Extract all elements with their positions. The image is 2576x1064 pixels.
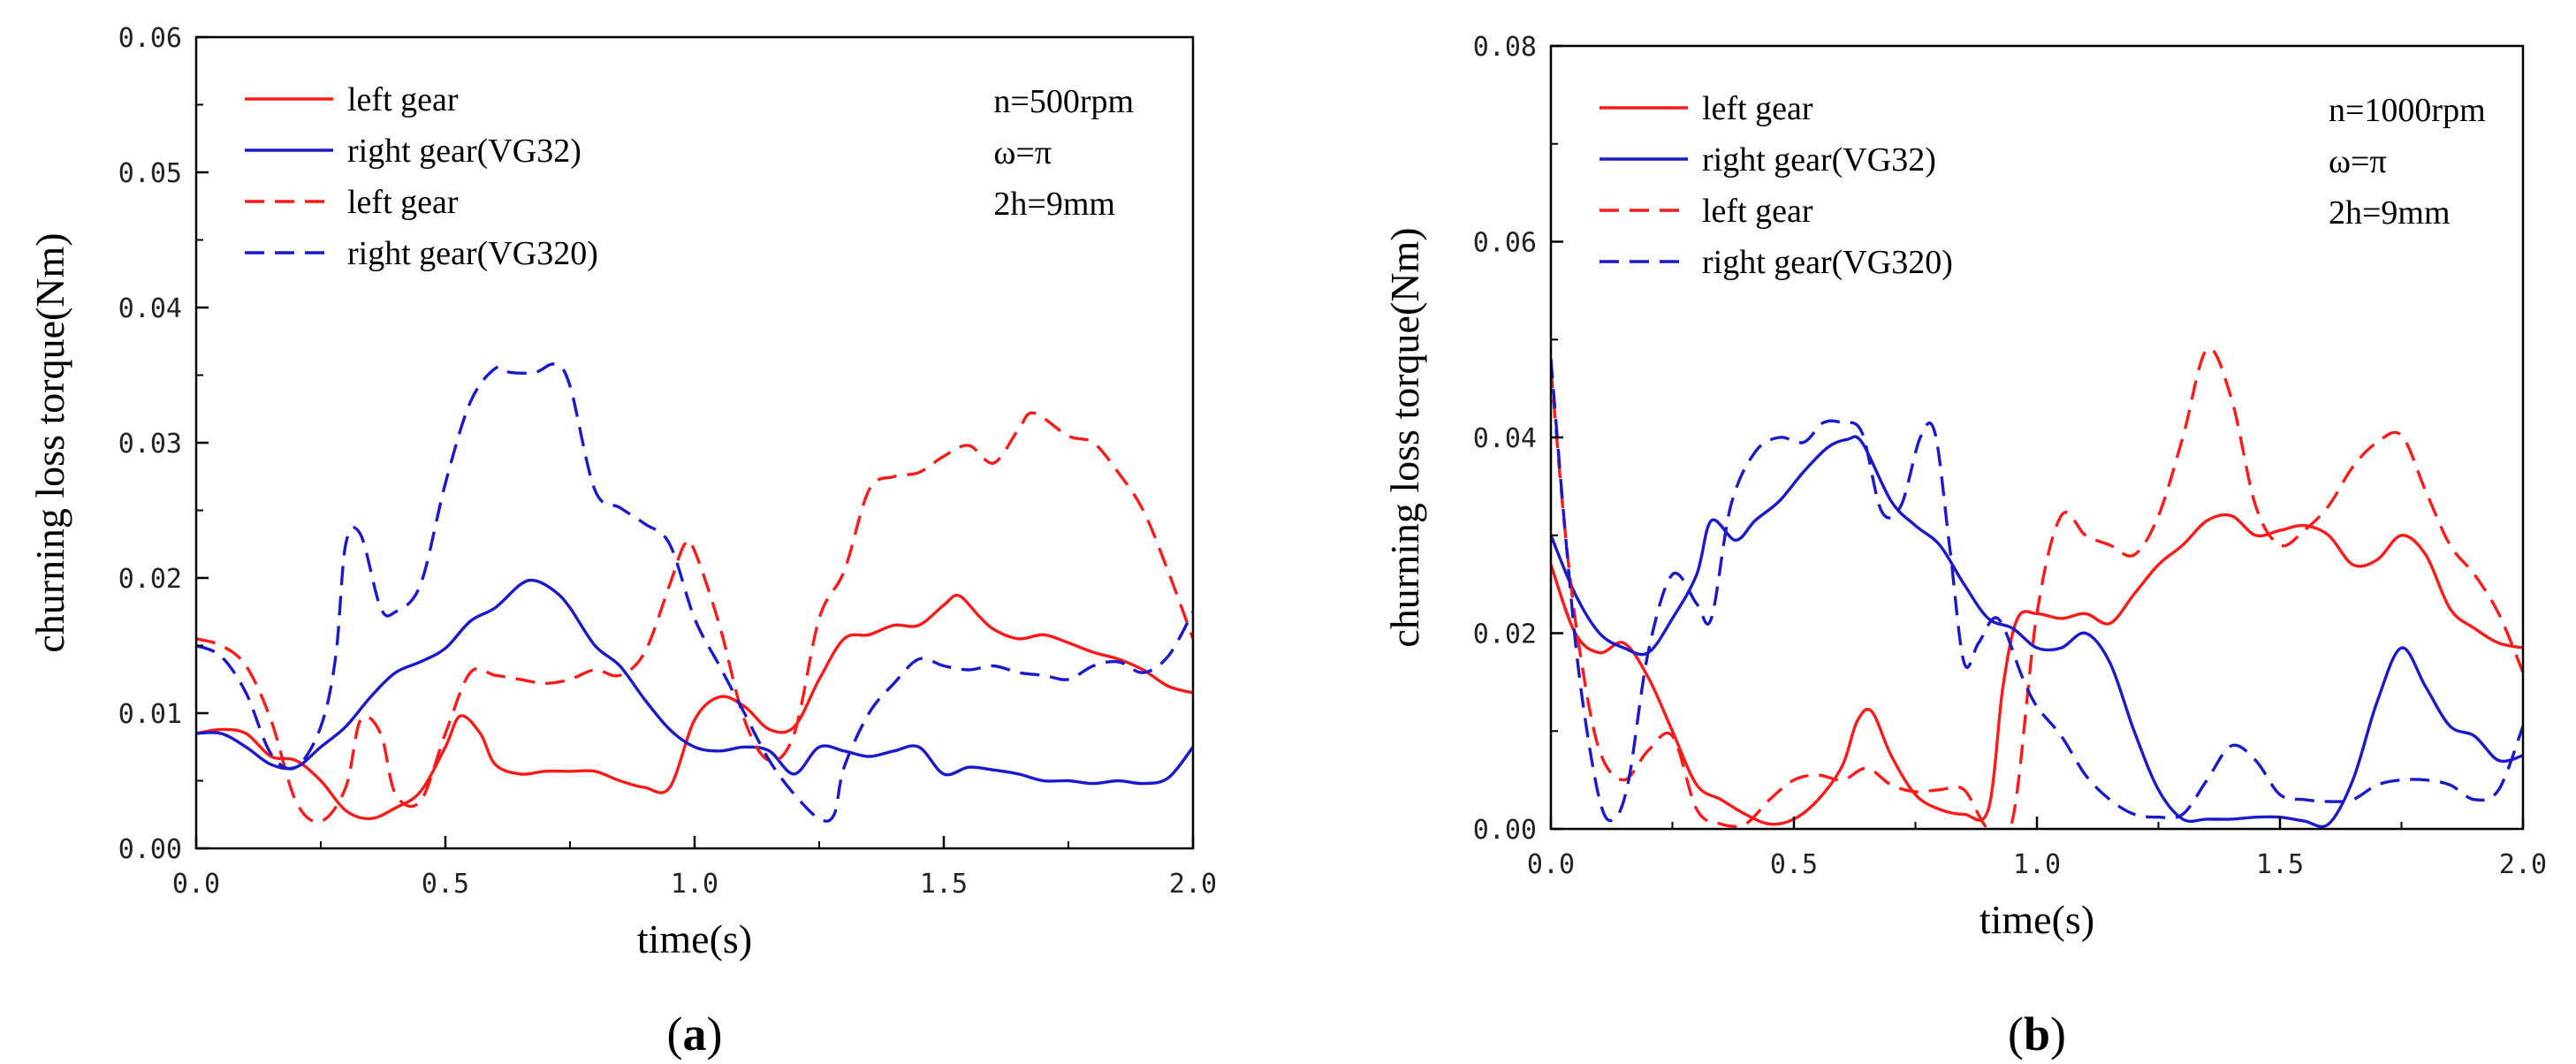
- series-line-1-solid: [1551, 513, 2523, 826]
- y-tick-label: 0.00: [1473, 815, 1537, 846]
- series-group: [196, 362, 1193, 824]
- x-axis-title: time(s): [637, 916, 752, 961]
- annotation-text: 2h=9mm: [993, 186, 1115, 223]
- chart-panel-b: 0.0 0.5 1.0 1.5 2.0 0.00 0.02 0.04 0.06 0.08 time(…: [1382, 32, 2547, 1060]
- series-line-4-dashed: [196, 362, 1193, 823]
- series-line-1-solid: [196, 593, 1193, 821]
- y-tick-label: 0.03: [118, 429, 182, 460]
- x-tick-label: 1.0: [671, 869, 718, 900]
- series-group: [1551, 346, 2523, 829]
- y-tick-label: 0.05: [118, 158, 182, 189]
- legend-label: right gear(VG32): [1702, 141, 1936, 179]
- x-axis-title: time(s): [1979, 897, 2094, 942]
- legend: left gear right gear(VG32) left gear right …: [245, 81, 598, 272]
- legend-label: left gear: [1702, 193, 1813, 230]
- panel-label: (b): [2008, 1007, 2066, 1060]
- annotation-text: ω=π: [2329, 143, 2387, 180]
- x-tick-label: 0.5: [1770, 849, 1818, 880]
- x-tick-label: 1.0: [2013, 849, 2061, 880]
- y-tick-label: 0.08: [1473, 32, 1537, 63]
- y-tick-label: 0.04: [118, 293, 182, 324]
- y-axis-title: churning loss torque(Nm): [27, 232, 72, 652]
- series-line-2-solid: [196, 578, 1193, 786]
- series-line-4-dashed: [1551, 359, 2523, 823]
- legend-label: left gear: [1702, 90, 1813, 127]
- x-tick-label: 0.0: [1527, 849, 1575, 880]
- x-tick-label: 0.5: [422, 869, 469, 900]
- y-tick-label: 0.02: [1473, 619, 1537, 650]
- legend-label: left gear: [347, 81, 459, 118]
- annotation-text: n=500rpm: [993, 83, 1134, 120]
- annotation-text: 2h=9mm: [2329, 194, 2451, 232]
- series-line-3-dashed: [196, 411, 1193, 824]
- x-tick-label: 1.5: [2256, 849, 2304, 880]
- series-line-3-dashed: [1551, 346, 2523, 829]
- y-tick-label: 0.06: [1473, 228, 1537, 259]
- y-tick-label: 0.06: [118, 23, 182, 54]
- legend-label: right gear(VG32): [347, 133, 581, 170]
- x-tick-label: 2.0: [1169, 869, 1217, 900]
- legend-label: left gear: [347, 184, 459, 221]
- series-line-2-solid: [1551, 435, 2523, 829]
- x-tick-label: 1.5: [920, 869, 968, 900]
- x-tick-label: 2.0: [2499, 849, 2547, 880]
- annotation-text: n=1000rpm: [2329, 92, 2486, 129]
- y-tick-label: 0.02: [118, 564, 182, 595]
- annotation-text: ω=π: [993, 134, 1052, 171]
- y-tick-label: 0.01: [118, 699, 182, 730]
- chart-panel-a: 0.0 0.5 1.0 1.5 2.0 0.00 0.01 0.02 0.03 0.04 0.05 0…: [27, 23, 1217, 1060]
- y-tick-label: 0.04: [1473, 423, 1537, 454]
- legend-label: right gear(VG320): [1702, 244, 1953, 281]
- legend: left gear right gear(VG32) left gear right …: [1600, 90, 1953, 281]
- panel-label: (a): [667, 1007, 723, 1060]
- y-tick-label: 0.00: [118, 834, 182, 865]
- y-axis-title: churning loss torque(Nm): [1382, 227, 1427, 647]
- legend-label: right gear(VG320): [347, 235, 598, 272]
- x-tick-label: 0.0: [172, 869, 220, 900]
